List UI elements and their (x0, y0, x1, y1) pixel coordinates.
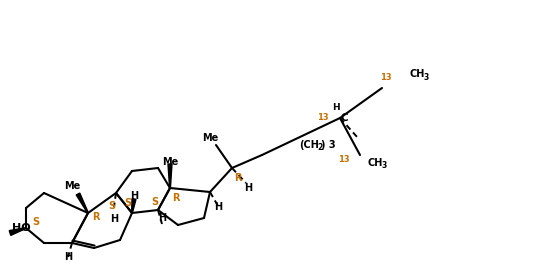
Text: (CH: (CH (299, 140, 319, 150)
Text: CH: CH (410, 69, 425, 79)
Text: H: H (130, 191, 138, 201)
Text: H: H (244, 183, 252, 193)
Text: R: R (92, 212, 100, 222)
Text: 13: 13 (338, 156, 350, 165)
Text: H: H (214, 202, 222, 212)
Polygon shape (131, 199, 136, 213)
Text: 3: 3 (424, 73, 429, 82)
Text: R: R (234, 173, 241, 183)
Text: S: S (108, 201, 116, 211)
Text: H: H (64, 252, 72, 262)
Text: S: S (151, 197, 159, 207)
Text: Me: Me (202, 133, 218, 143)
Text: HO: HO (12, 223, 31, 233)
Text: S: S (32, 217, 40, 227)
Text: 2: 2 (317, 144, 322, 153)
Text: 13: 13 (380, 73, 392, 82)
Text: 3: 3 (382, 162, 387, 171)
Text: H: H (110, 214, 118, 224)
Text: ) 3: ) 3 (321, 140, 335, 150)
Text: Me: Me (162, 157, 178, 167)
Polygon shape (76, 193, 88, 213)
Text: H: H (158, 213, 166, 223)
Polygon shape (10, 228, 26, 235)
Text: CH: CH (368, 158, 383, 168)
Text: Me: Me (64, 181, 80, 191)
Polygon shape (168, 164, 172, 188)
Text: 13: 13 (318, 114, 329, 123)
Text: H: H (332, 103, 340, 112)
Text: R: R (172, 193, 180, 203)
Text: C: C (340, 113, 348, 123)
Text: S: S (125, 198, 131, 208)
